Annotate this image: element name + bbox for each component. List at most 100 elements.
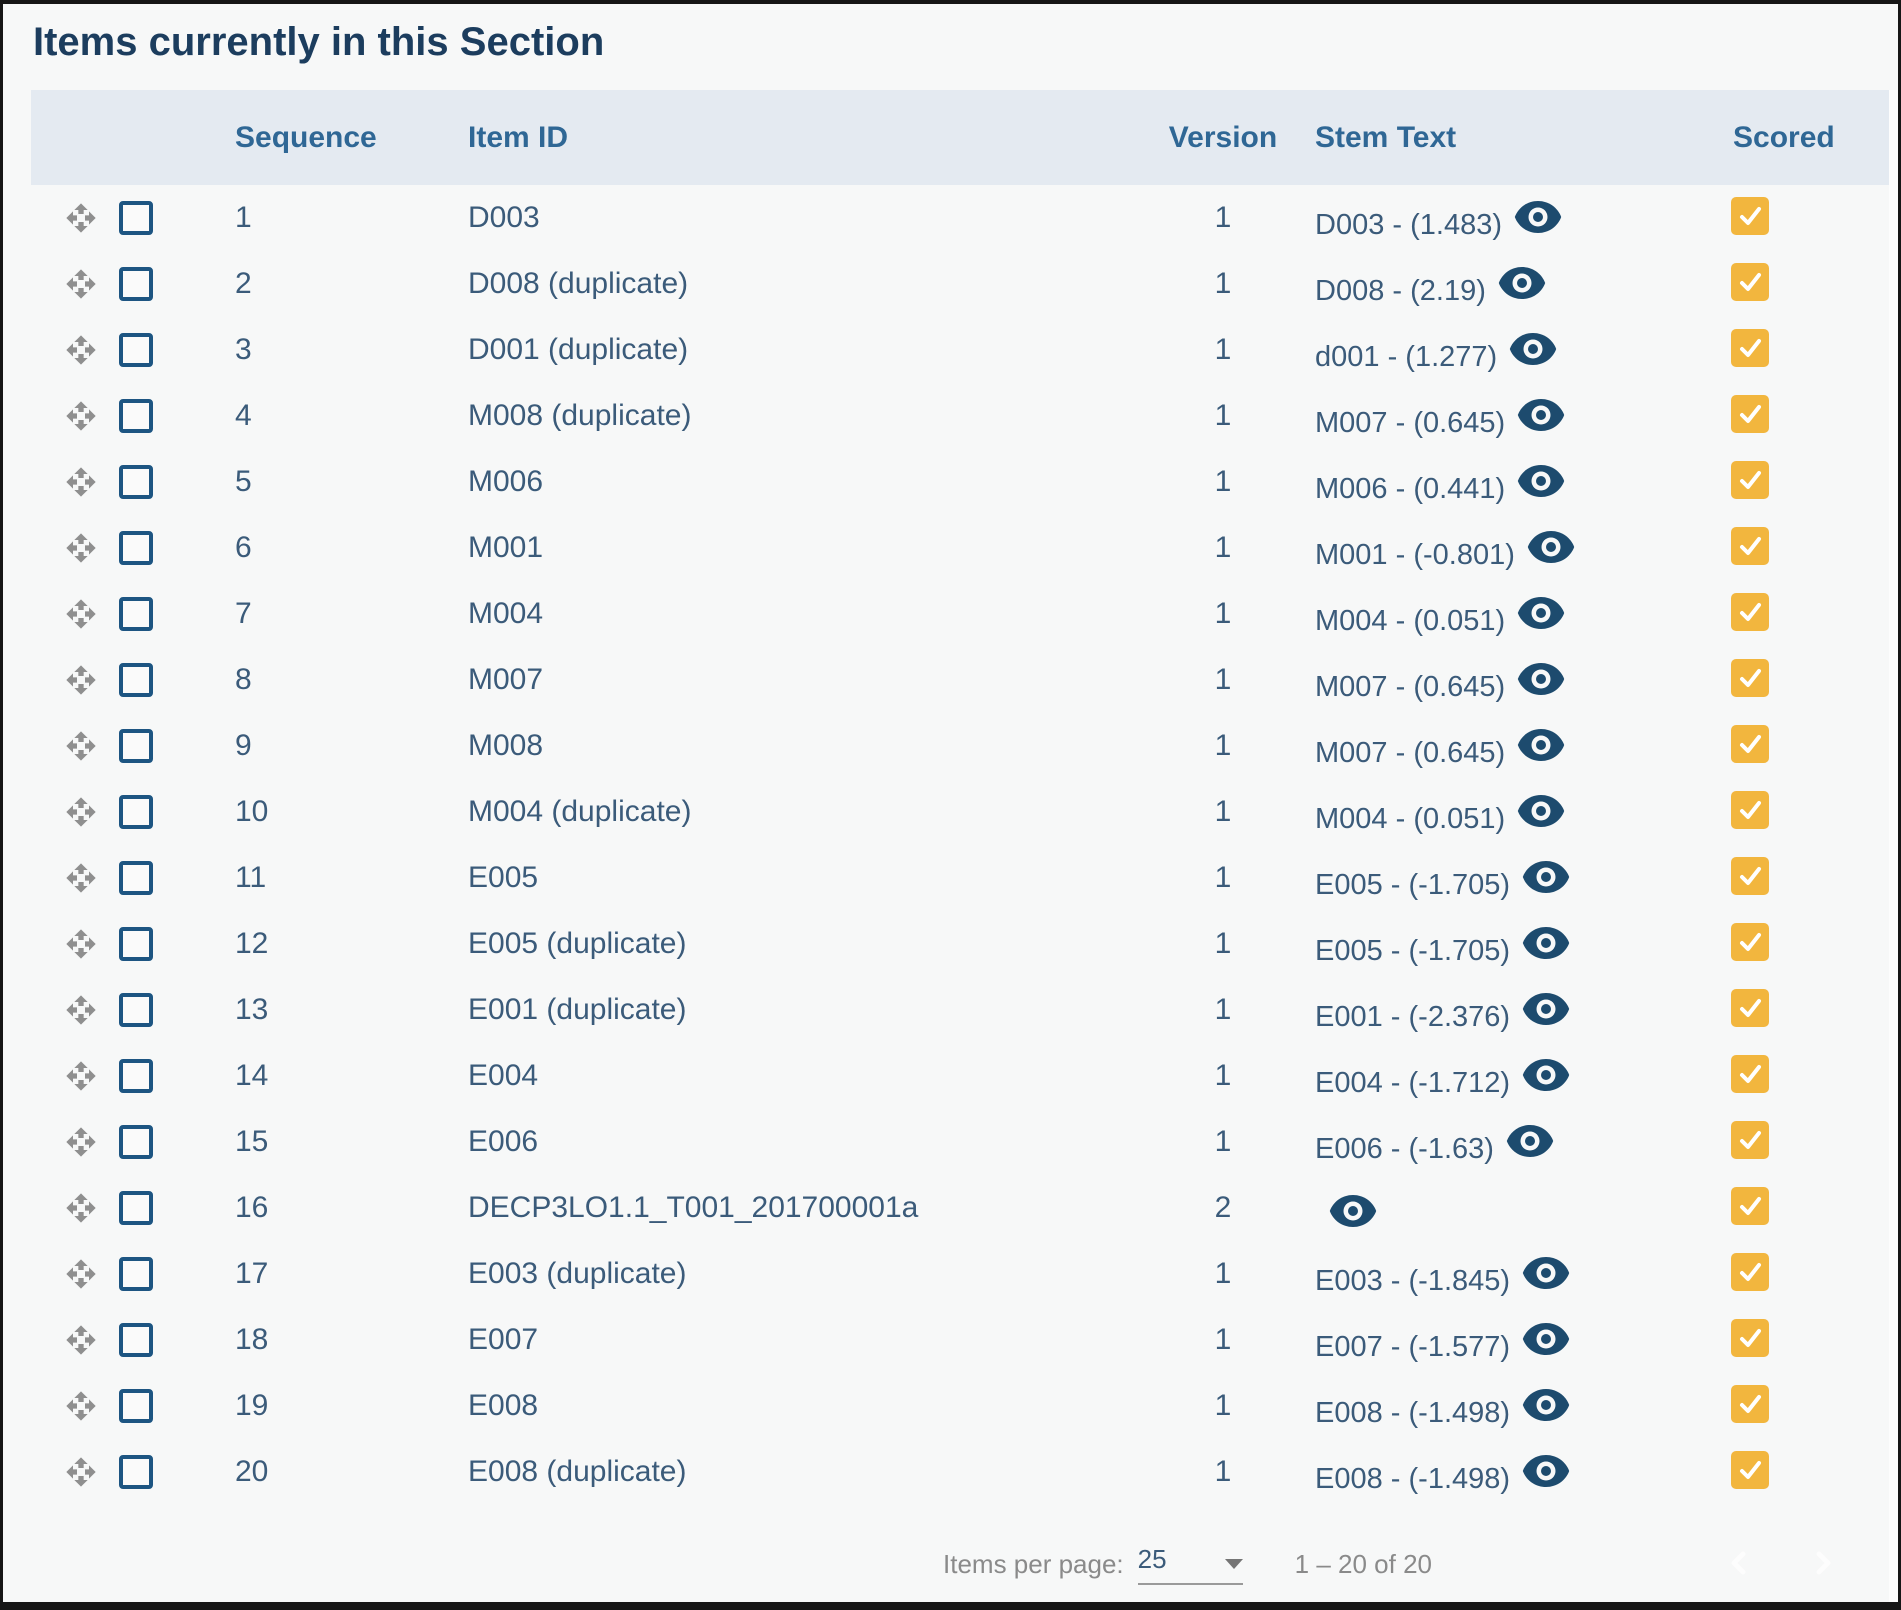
scored-checkbox[interactable]: [1731, 1055, 1769, 1093]
eye-preview-icon[interactable]: [1522, 1388, 1570, 1422]
scored-checkbox[interactable]: [1731, 197, 1769, 235]
row-select-checkbox[interactable]: [119, 1125, 153, 1159]
drag-handle-icon[interactable]: [65, 664, 97, 696]
row-select-checkbox[interactable]: [119, 201, 153, 235]
scored-checkbox[interactable]: [1731, 923, 1769, 961]
eye-preview-icon[interactable]: [1509, 332, 1557, 366]
row-select-checkbox[interactable]: [119, 1455, 153, 1489]
previous-page-button[interactable]: [1724, 1547, 1756, 1582]
drag-handle-icon[interactable]: [65, 268, 97, 300]
row-select-checkbox[interactable]: [119, 267, 153, 301]
drag-handle-icon[interactable]: [65, 532, 97, 564]
next-page-button[interactable]: [1806, 1547, 1838, 1582]
scored-checkbox[interactable]: [1731, 461, 1769, 499]
stem-text-cell: M004 - (0.051): [1303, 788, 1723, 836]
scored-checkbox[interactable]: [1731, 1187, 1769, 1225]
drag-handle-icon[interactable]: [65, 1192, 97, 1224]
stem-text-cell: D008 - (2.19): [1303, 260, 1723, 308]
scored-checkbox[interactable]: [1731, 263, 1769, 301]
scored-checkbox[interactable]: [1731, 791, 1769, 829]
eye-preview-icon[interactable]: [1527, 530, 1575, 564]
eye-preview-icon[interactable]: [1517, 596, 1565, 630]
row-select-checkbox[interactable]: [119, 531, 153, 565]
eye-preview-icon[interactable]: [1522, 992, 1570, 1026]
drag-handle-icon[interactable]: [65, 994, 97, 1026]
sequence-cell: 20: [235, 1455, 269, 1488]
version-cell: 1: [1214, 1455, 1232, 1488]
scored-checkbox[interactable]: [1731, 1385, 1769, 1423]
eye-preview-icon[interactable]: [1517, 728, 1565, 762]
scored-checkbox[interactable]: [1731, 329, 1769, 367]
drag-handle-icon[interactable]: [65, 730, 97, 762]
row-select-checkbox[interactable]: [119, 465, 153, 499]
scored-checkbox[interactable]: [1731, 725, 1769, 763]
row-select-checkbox[interactable]: [119, 1191, 153, 1225]
row-select-checkbox[interactable]: [119, 1323, 153, 1357]
row-select-checkbox[interactable]: [119, 993, 153, 1027]
chevron-down-icon: [1224, 1559, 1243, 1569]
sequence-cell: 6: [235, 531, 252, 564]
eye-preview-icon[interactable]: [1517, 794, 1565, 828]
table-row: 11 E005 1 E005 - (-1.705): [31, 845, 1891, 911]
eye-preview-icon[interactable]: [1517, 464, 1565, 498]
drag-handle-icon[interactable]: [65, 1060, 97, 1092]
scored-checkbox[interactable]: [1731, 857, 1769, 895]
page-size-select[interactable]: 25: [1137, 1544, 1243, 1585]
scored-checkbox[interactable]: [1731, 989, 1769, 1027]
stem-text-label: M006 - (0.441): [1315, 472, 1506, 505]
row-select-checkbox[interactable]: [119, 399, 153, 433]
version-cell: 1: [1214, 1125, 1232, 1158]
scored-checkbox[interactable]: [1731, 1319, 1769, 1357]
drag-handle-icon[interactable]: [65, 862, 97, 894]
row-select-checkbox[interactable]: [119, 597, 153, 631]
drag-handle-icon[interactable]: [65, 796, 97, 828]
eye-preview-icon[interactable]: [1522, 1322, 1570, 1356]
table-row: 8 M007 1 M007 - (0.645): [31, 647, 1891, 713]
row-select-checkbox[interactable]: [119, 729, 153, 763]
row-select-checkbox[interactable]: [119, 663, 153, 697]
drag-handle-icon[interactable]: [65, 928, 97, 960]
eye-preview-icon[interactable]: [1498, 266, 1546, 300]
drag-handle-icon[interactable]: [65, 1456, 97, 1488]
drag-handle-icon[interactable]: [65, 400, 97, 432]
eye-preview-icon[interactable]: [1514, 200, 1562, 234]
drag-handle-icon[interactable]: [65, 466, 97, 498]
stem-text-label: E005 - (-1.705): [1315, 868, 1511, 901]
eye-preview-icon[interactable]: [1329, 1194, 1377, 1228]
eye-preview-icon[interactable]: [1517, 398, 1565, 432]
sequence-cell: 11: [235, 861, 267, 894]
row-select-checkbox[interactable]: [119, 1059, 153, 1093]
item-id-cell: E008 (duplicate): [468, 1455, 687, 1488]
eye-preview-icon[interactable]: [1522, 1256, 1570, 1290]
stem-text-cell: E003 - (-1.845): [1303, 1250, 1723, 1298]
eye-preview-icon[interactable]: [1522, 1058, 1570, 1092]
row-select-checkbox[interactable]: [119, 1389, 153, 1423]
scored-checkbox[interactable]: [1731, 1253, 1769, 1291]
scored-checkbox[interactable]: [1731, 659, 1769, 697]
scored-checkbox[interactable]: [1731, 527, 1769, 565]
row-select-checkbox[interactable]: [119, 333, 153, 367]
drag-handle-icon[interactable]: [65, 598, 97, 630]
item-id-cell: E001 (duplicate): [468, 993, 687, 1026]
drag-handle-icon[interactable]: [65, 1258, 97, 1290]
row-select-checkbox[interactable]: [119, 861, 153, 895]
row-select-checkbox[interactable]: [119, 927, 153, 961]
drag-handle-icon[interactable]: [65, 1126, 97, 1158]
eye-preview-icon[interactable]: [1522, 1454, 1570, 1488]
row-select-checkbox[interactable]: [119, 795, 153, 829]
table-row: 2 D008 (duplicate) 1 D008 - (2.19): [31, 251, 1891, 317]
scored-checkbox[interactable]: [1731, 1121, 1769, 1159]
eye-preview-icon[interactable]: [1517, 662, 1565, 696]
eye-preview-icon[interactable]: [1522, 860, 1570, 894]
drag-handle-icon[interactable]: [65, 1324, 97, 1356]
scored-checkbox[interactable]: [1731, 593, 1769, 631]
row-select-checkbox[interactable]: [119, 1257, 153, 1291]
eye-preview-icon[interactable]: [1506, 1124, 1554, 1158]
scored-checkbox[interactable]: [1731, 1451, 1769, 1489]
scored-checkbox[interactable]: [1731, 395, 1769, 433]
drag-handle-icon[interactable]: [65, 334, 97, 366]
stem-text-label: E001 - (-2.376): [1315, 1000, 1511, 1033]
drag-handle-icon[interactable]: [65, 1390, 97, 1422]
drag-handle-icon[interactable]: [65, 202, 97, 234]
eye-preview-icon[interactable]: [1522, 926, 1570, 960]
